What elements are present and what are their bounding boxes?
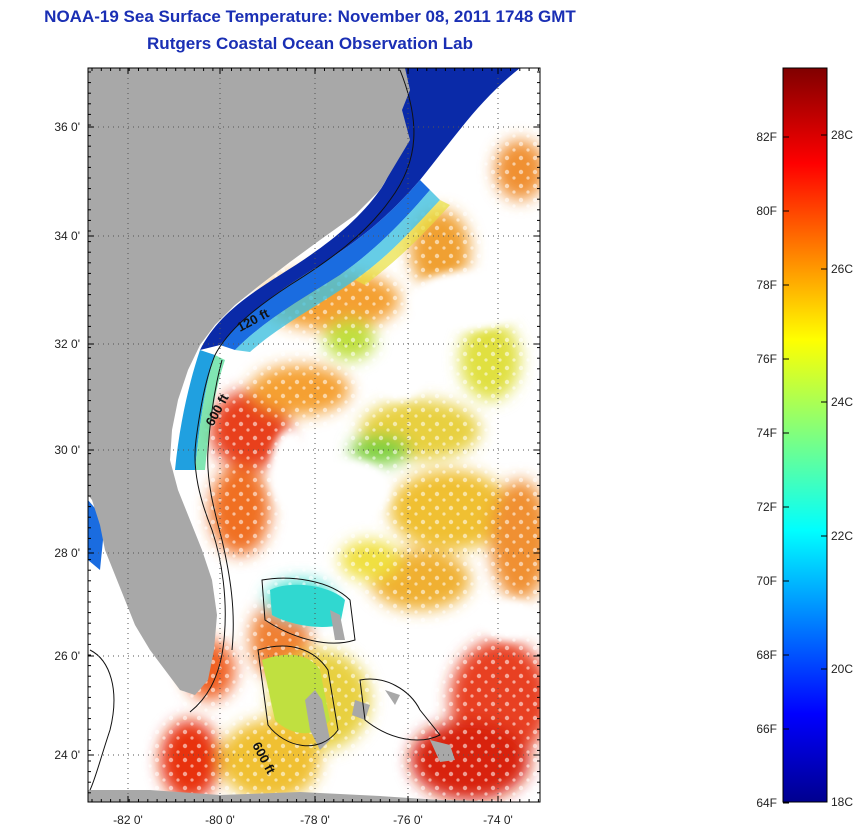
lat-label: 24 0' [54,748,80,762]
bahamas-shallow-water [270,584,345,627]
lon-label: -80 0' [205,813,235,827]
lat-label: 26 0' [54,649,80,663]
lon-label: -74 0' [483,813,513,827]
lat-label: 32 0' [54,337,80,351]
lat-label: 36 0' [54,120,80,134]
map-subtitle: Rutgers Coastal Ocean Observation Lab [147,34,473,53]
depth-contours [89,69,441,791]
bahamas-islands [305,610,455,762]
us-landmass [88,68,410,695]
graticule [88,68,540,802]
lon-label: -82 0' [113,813,143,827]
sst-cold-coastal-band [88,68,520,570]
longitude-labels: -82 0' -80 0' -78 0' -76 0' -74 0' [113,813,513,827]
lon-label: -78 0' [300,813,330,827]
lat-label: 28 0' [54,546,80,560]
map-title: NOAA-19 Sea Surface Temperature: Novembe… [44,7,576,26]
map-plot-area [88,68,540,802]
cuba-landmass [88,790,540,802]
map-frame [87,67,541,803]
latitude-labels: 36 0' 34 0' 32 0' 30 0' 28 0' 26 0' 24 0' [54,120,80,762]
lat-label: 34 0' [54,229,80,243]
lat-label: 30 0' [54,443,80,457]
lon-label: -76 0' [393,813,423,827]
